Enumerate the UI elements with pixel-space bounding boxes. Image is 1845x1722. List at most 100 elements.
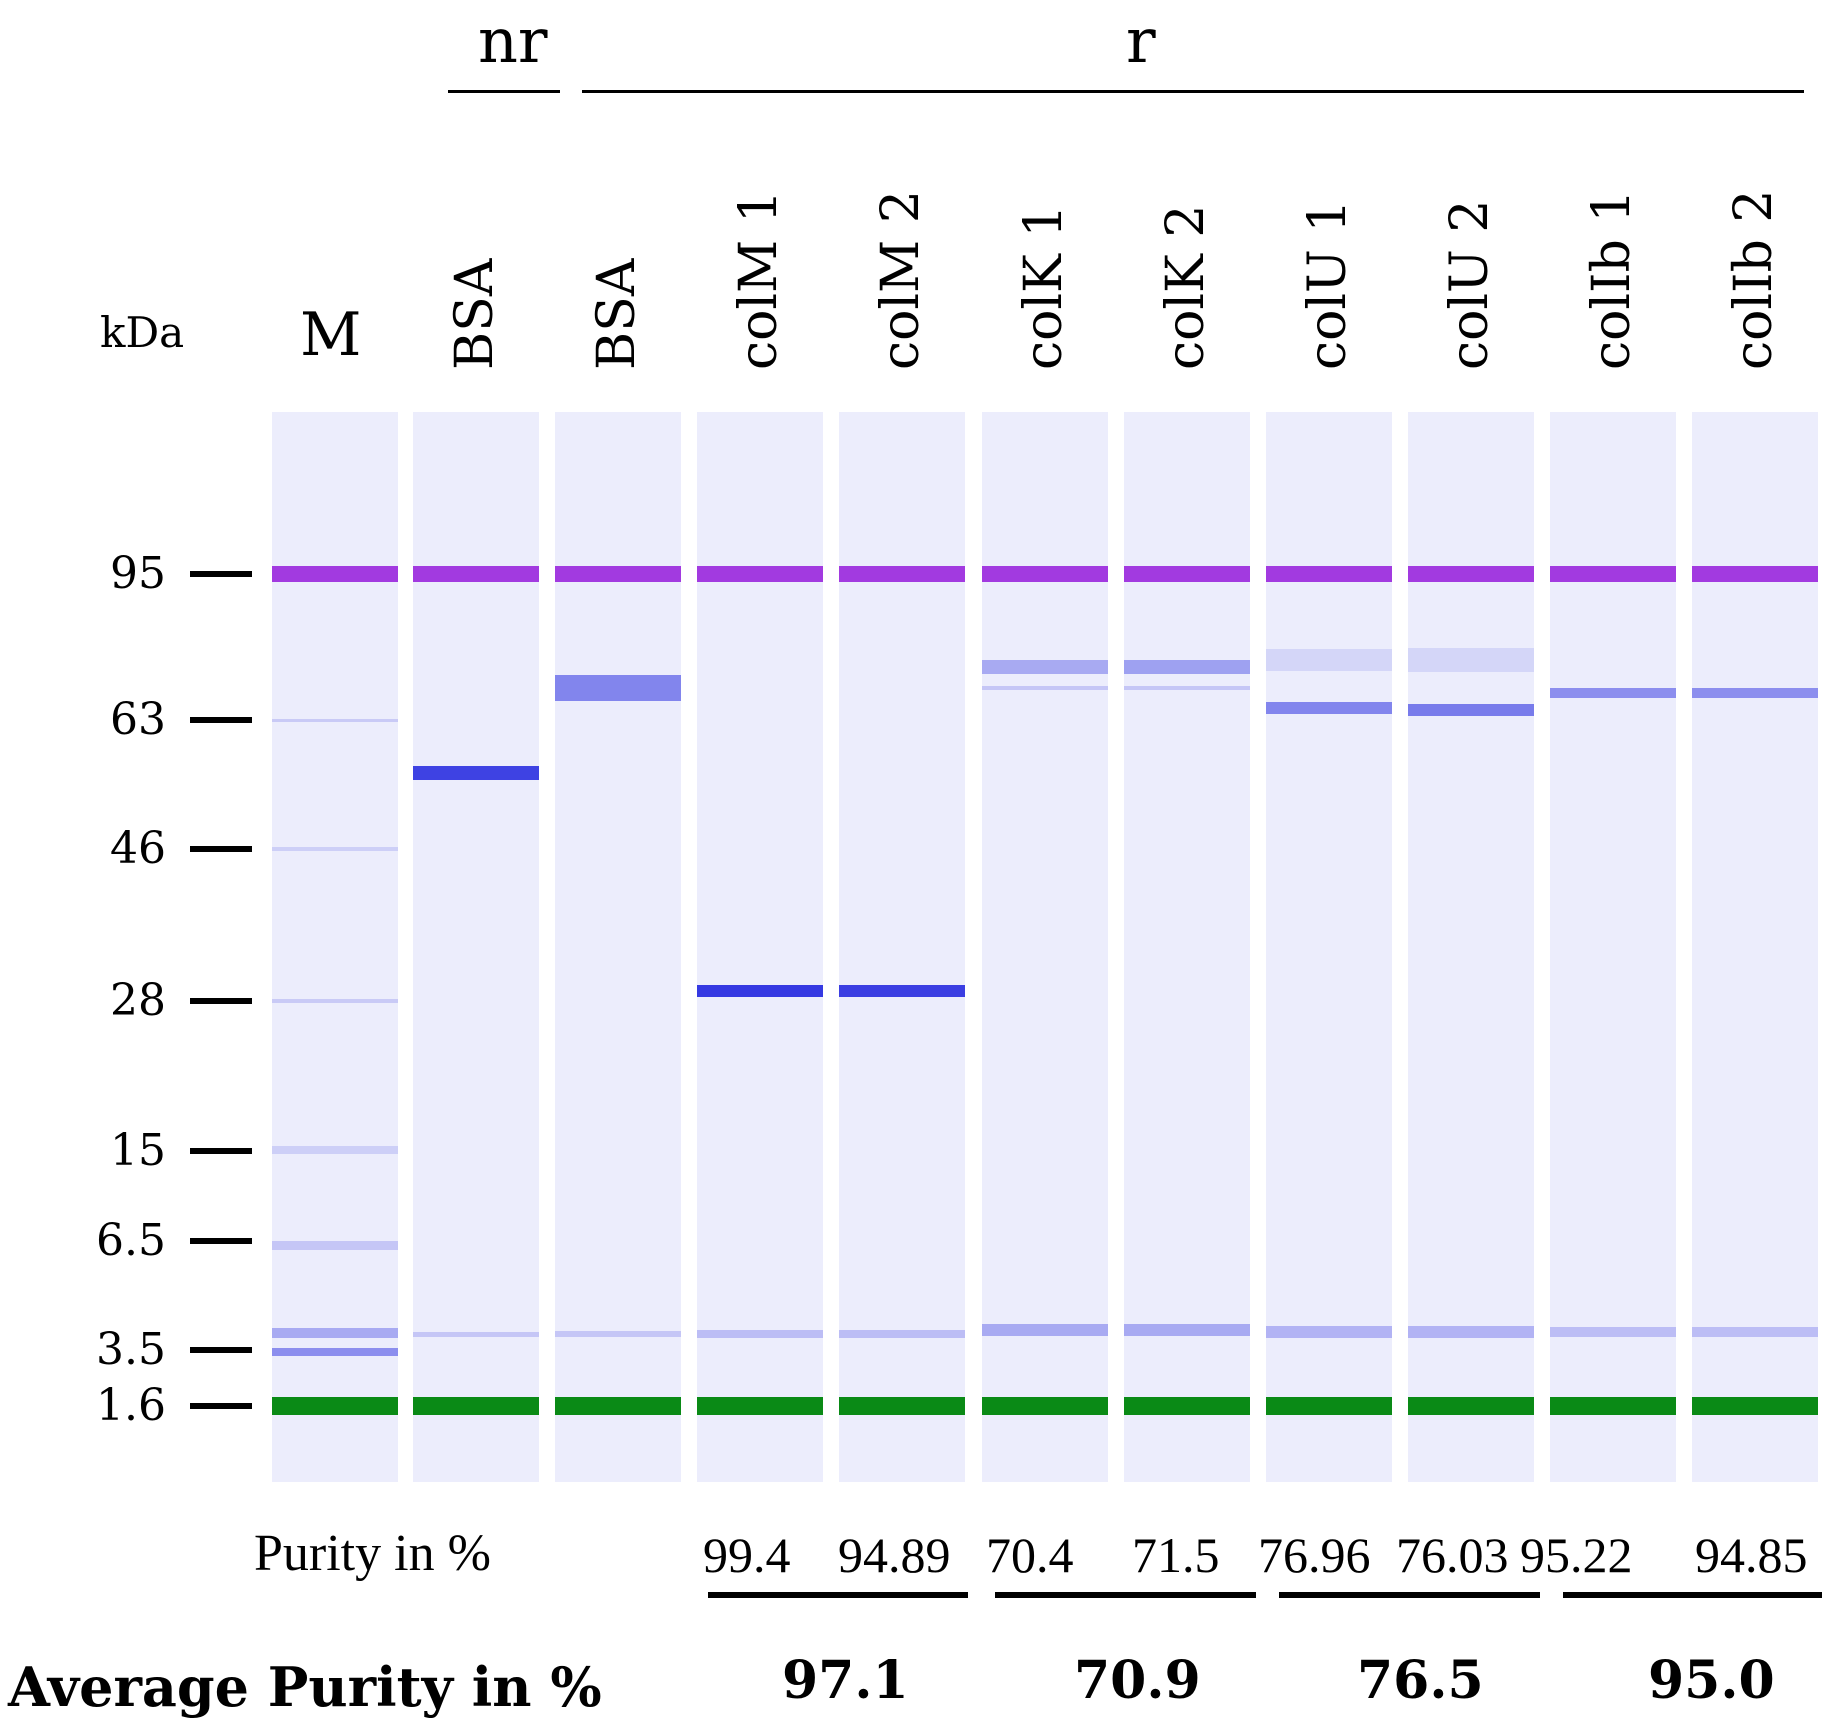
axis-tick-mark — [190, 998, 252, 1004]
lane-label: colIb 2 — [1724, 189, 1784, 370]
axis-tick-label: 95 — [110, 548, 166, 599]
purity-value: 99.4 — [703, 1527, 791, 1583]
axis-tick-label: 3.5 — [96, 1324, 166, 1375]
protein-band — [1124, 1324, 1250, 1336]
lane-label: colIb 1 — [1582, 189, 1642, 370]
gel-lane — [1408, 412, 1534, 1482]
purity-value: 71.5 — [1132, 1527, 1220, 1583]
protein-band — [1408, 1326, 1534, 1338]
lane-label: colK 1 — [1014, 204, 1074, 370]
lane-label: M — [300, 300, 362, 370]
average-purity-label: Average Purity in % — [8, 1655, 602, 1719]
gel-lane — [697, 412, 823, 1482]
axis-tick-label: 1.6 — [96, 1380, 166, 1431]
protein-band — [272, 1348, 398, 1356]
lower-marker-band — [697, 1397, 823, 1415]
purity-value: 76.03 — [1396, 1527, 1509, 1583]
lower-marker-band — [839, 1397, 965, 1415]
protein-band — [839, 1330, 965, 1338]
lane-label: BSA — [445, 258, 505, 370]
axis-tick-label: 28 — [110, 975, 166, 1026]
lower-marker-band — [1266, 1397, 1392, 1415]
average-purity-value: 95.0 — [1648, 1650, 1775, 1711]
purity-value: 94.85 — [1695, 1527, 1808, 1583]
average-purity-value: 70.9 — [1074, 1650, 1201, 1711]
lane-label: colU 1 — [1298, 199, 1358, 371]
purity-value: 94.89 — [838, 1527, 951, 1583]
group-line-nr — [448, 90, 560, 93]
protein-band — [982, 686, 1108, 690]
protein-band — [555, 1331, 681, 1337]
purity-group-bar — [995, 1592, 1256, 1598]
upper-marker-band — [1550, 566, 1676, 582]
upper-marker-band — [272, 566, 398, 582]
gel-lane — [1692, 412, 1818, 1482]
protein-band — [839, 985, 965, 997]
lane-label: colM 1 — [729, 190, 789, 370]
average-purity-value: 76.5 — [1357, 1650, 1484, 1711]
protein-band — [697, 1330, 823, 1338]
purity-group-bar — [1563, 1592, 1822, 1598]
gel-lane — [1550, 412, 1676, 1482]
group-label-nr: nr — [478, 4, 548, 77]
lower-marker-band — [1408, 1397, 1534, 1415]
gel-lane — [1124, 412, 1250, 1482]
protein-band — [272, 1328, 398, 1338]
purity-group-bar — [1279, 1592, 1540, 1598]
upper-marker-band — [982, 566, 1108, 582]
purity-group-bar — [708, 1592, 968, 1598]
axis-tick-mark — [190, 571, 252, 577]
axis-tick-mark — [190, 717, 252, 723]
axis-tick-mark — [190, 1347, 252, 1353]
axis-tick-label: 6.5 — [96, 1215, 166, 1266]
protein-band — [272, 1240, 398, 1250]
axis-tick-label: 46 — [110, 823, 166, 874]
protein-band — [1266, 649, 1392, 671]
lower-marker-band — [1692, 1397, 1818, 1415]
purity-value: 76.96 — [1258, 1527, 1371, 1583]
protein-band — [1124, 660, 1250, 674]
protein-band — [982, 660, 1108, 674]
gel-lane — [272, 412, 398, 1482]
protein-band — [1266, 1326, 1392, 1338]
protein-band — [272, 847, 398, 851]
upper-marker-band — [1266, 566, 1392, 582]
upper-marker-band — [1692, 566, 1818, 582]
protein-band — [1550, 1327, 1676, 1337]
gel-lane — [555, 412, 681, 1482]
upper-marker-band — [839, 566, 965, 582]
lane-label: BSA — [587, 258, 647, 370]
lane-label: colM 2 — [871, 190, 931, 370]
upper-marker-band — [413, 566, 539, 582]
axis-tick-mark — [190, 1403, 252, 1409]
upper-marker-band — [697, 566, 823, 582]
lower-marker-band — [555, 1397, 681, 1415]
protein-band — [555, 675, 681, 701]
purity-label: Purity in % — [254, 1525, 491, 1582]
group-label-r: r — [1126, 4, 1156, 77]
lane-label: colK 2 — [1156, 204, 1216, 370]
upper-marker-band — [1408, 566, 1534, 582]
protein-band — [272, 999, 398, 1003]
axis-tick-label: 15 — [110, 1125, 166, 1176]
protein-band — [1692, 688, 1818, 698]
axis-tick-mark — [190, 1238, 252, 1244]
protein-band — [1266, 702, 1392, 714]
lower-marker-band — [1550, 1397, 1676, 1415]
axis-tick-mark — [190, 1148, 252, 1154]
lower-marker-band — [982, 1397, 1108, 1415]
protein-band — [272, 1146, 398, 1154]
protein-band — [1124, 686, 1250, 690]
gel-lane — [982, 412, 1108, 1482]
protein-band — [1408, 704, 1534, 716]
protein-band — [697, 985, 823, 997]
protein-band — [272, 718, 398, 722]
protein-band — [1692, 1327, 1818, 1337]
gel-lane — [839, 412, 965, 1482]
group-line-r — [582, 90, 1804, 93]
gel-lane — [413, 412, 539, 1482]
lane-label: colU 2 — [1440, 199, 1500, 371]
axis-tick-mark — [190, 846, 252, 852]
average-purity-value: 97.1 — [782, 1650, 909, 1711]
protein-band — [1550, 688, 1676, 698]
